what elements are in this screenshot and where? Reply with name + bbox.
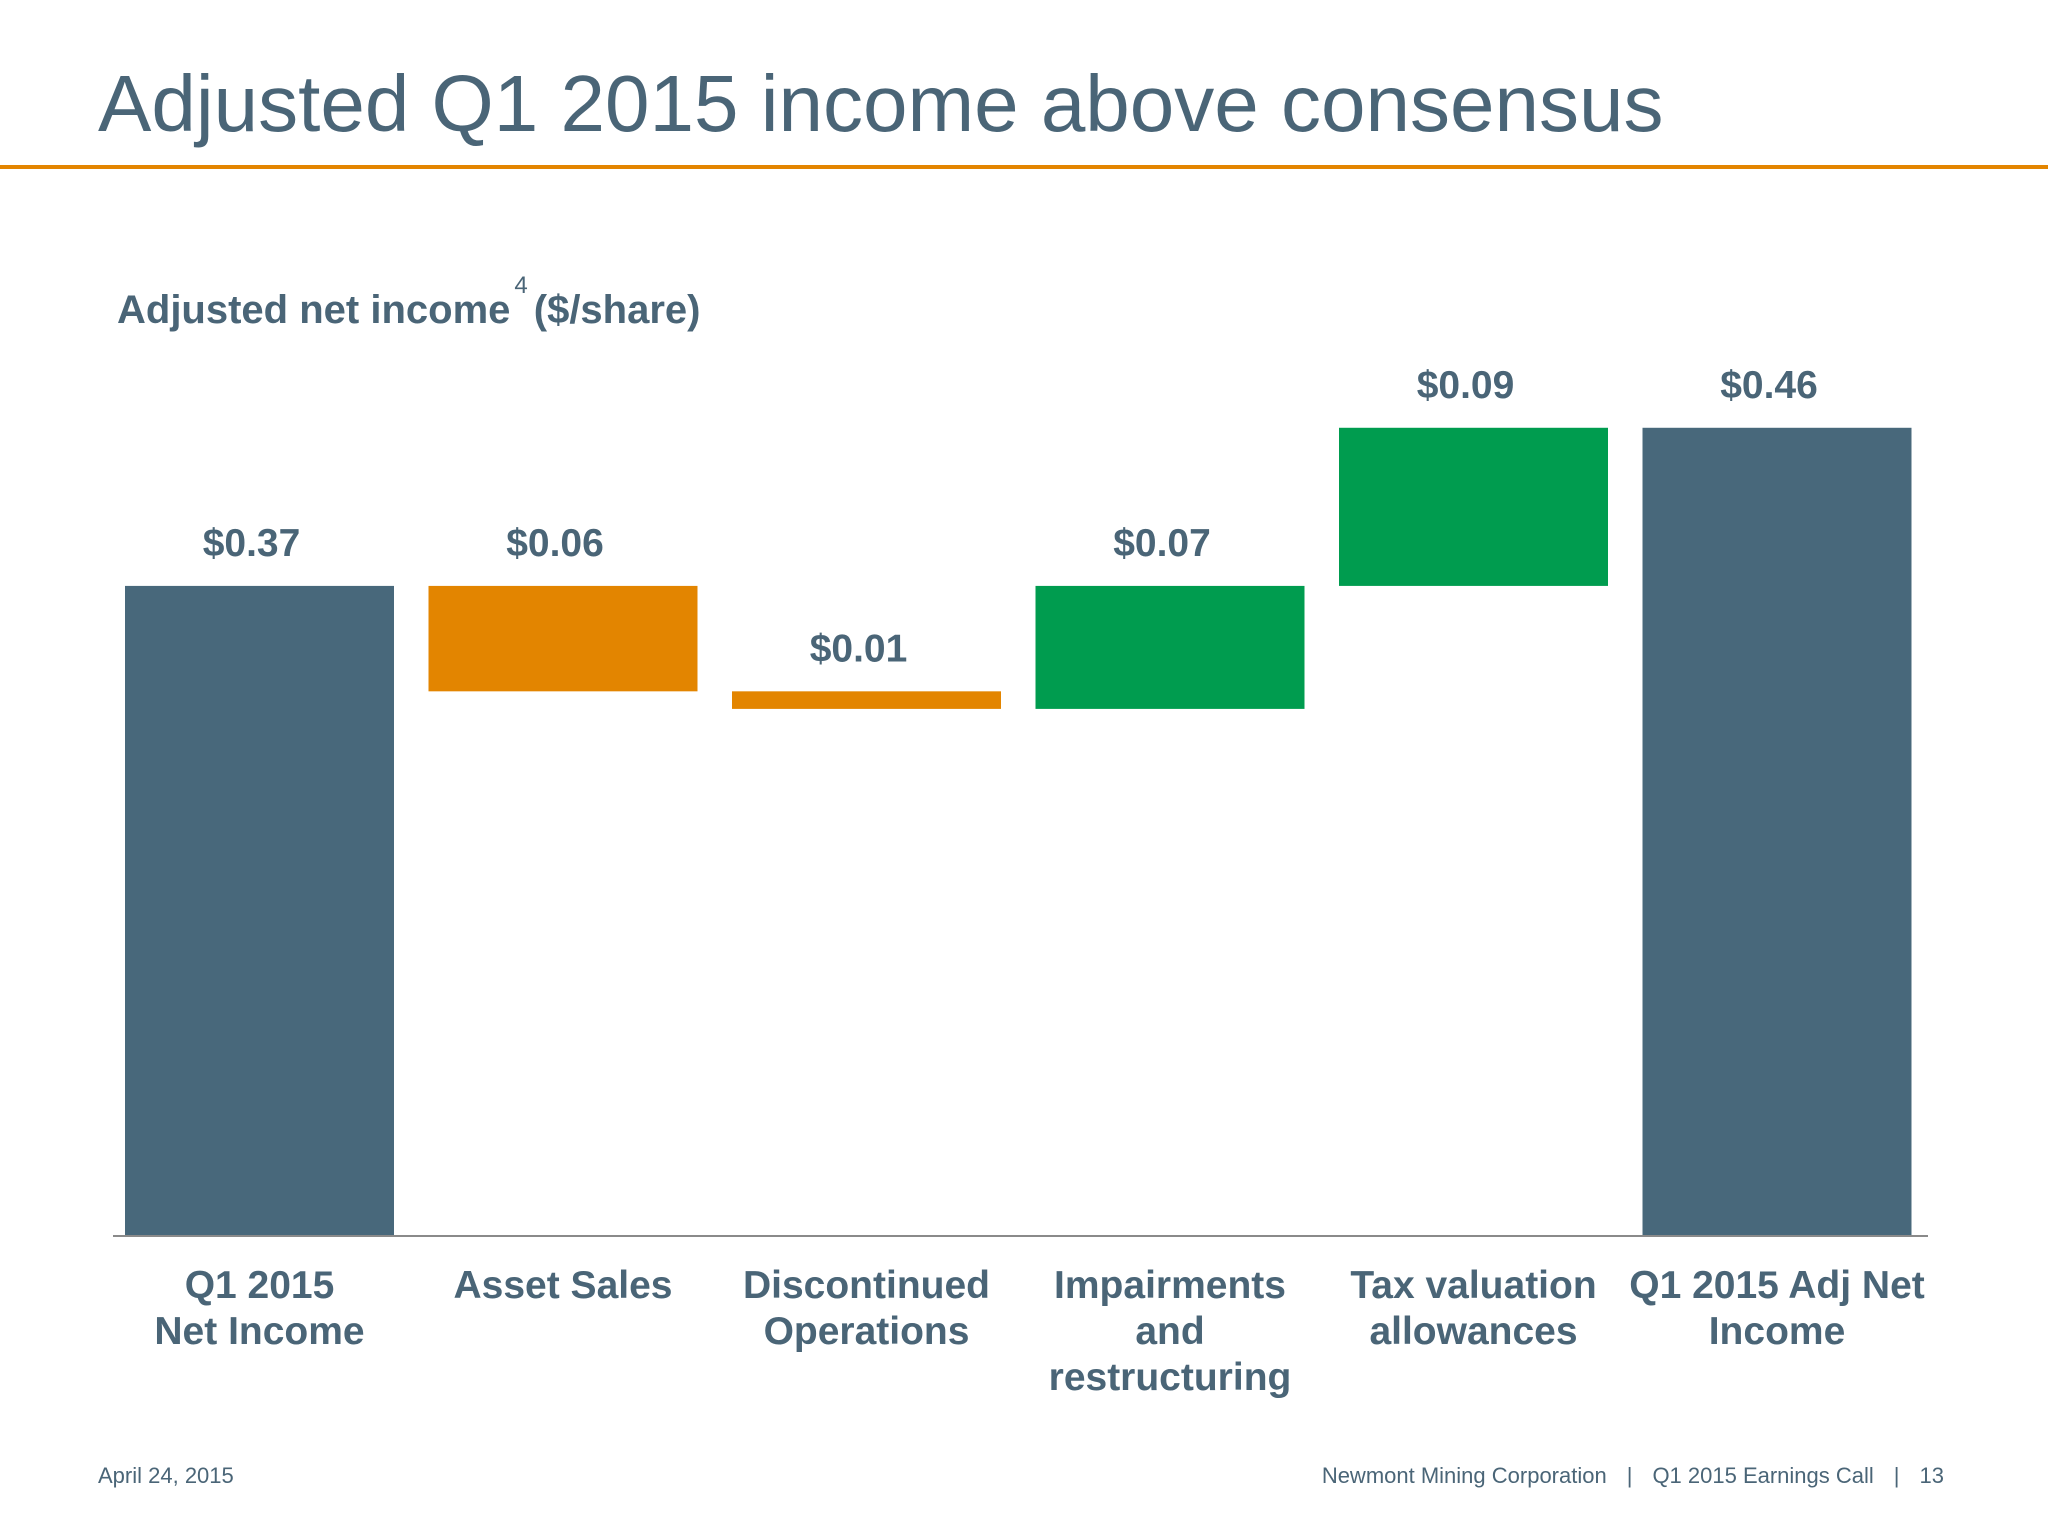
footer-company: Newmont Mining Corporation [1321, 1463, 1607, 1488]
footer-date: April 24, 2015 [98, 1463, 234, 1488]
x-tick-label-line: Asset Sales [454, 1264, 673, 1307]
waterfall-bar [125, 585, 394, 1236]
bar-value-label: $0.06 [506, 522, 604, 565]
x-tick-label-line: allowances [1369, 1310, 1577, 1353]
x-tick-label: Q1 2015 Adj Net Income [1629, 1264, 1925, 1353]
chart-title-text: Adjusted net income [117, 288, 511, 332]
waterfall-bar [1339, 427, 1608, 586]
x-tick-label: Discontinued Operations [743, 1264, 990, 1353]
x-tick-label-line: Q1 2015 Adj Net [1629, 1264, 1925, 1307]
bar-value-label: $0.37 [203, 522, 301, 565]
waterfall-bar [732, 691, 1001, 709]
x-tick-label-line: Income [1709, 1310, 1846, 1353]
bar-value-label: $0.46 [1720, 364, 1818, 407]
waterfall-bar [428, 585, 698, 692]
x-tick-label-line: Operations [764, 1310, 970, 1353]
x-tick-label: Impairments and restructuring [1049, 1264, 1292, 1399]
footer-separator: | [1626, 1463, 1633, 1488]
waterfall-bar [1035, 585, 1305, 709]
x-tick-label: Q1 2015 Net Income [154, 1264, 364, 1353]
x-tick-label-line: Discontinued [743, 1264, 990, 1307]
footer-separator: | [1893, 1463, 1900, 1488]
x-tick-label-line: Q1 2015 [185, 1264, 335, 1307]
x-tick-label: Tax valuation allowances [1350, 1264, 1596, 1353]
footer-event: Q1 2015 Earnings Call [1652, 1463, 1874, 1488]
slide-title: Adjusted Q1 2015 income above consensus [98, 59, 1664, 148]
title-divider [0, 165, 2048, 169]
chart-title-unit: ($/share) [533, 288, 701, 332]
footer-page-number: 13 [1919, 1463, 1944, 1488]
x-tick-label-line: restructuring [1049, 1356, 1292, 1399]
x-tick-label-line: Tax valuation [1350, 1264, 1596, 1307]
x-tick-label: Asset Sales [454, 1264, 673, 1307]
bar-value-label: $0.09 [1417, 364, 1515, 407]
footer-info: Newmont Mining Corporation | Q1 2015 Earni… [1322, 1463, 1944, 1489]
bar-value-label: $0.01 [810, 627, 908, 670]
chart-title-footnote: 4 [514, 272, 528, 299]
bar-value-label: $0.07 [1113, 522, 1211, 565]
x-tick-label-line: and [1135, 1310, 1204, 1353]
x-tick-label-line: Impairments [1054, 1264, 1286, 1307]
x-tick-label-line: Net Income [154, 1310, 364, 1353]
chart-title: Adjusted net income4($/share) [117, 272, 701, 333]
waterfall-bar [1642, 427, 1912, 1236]
